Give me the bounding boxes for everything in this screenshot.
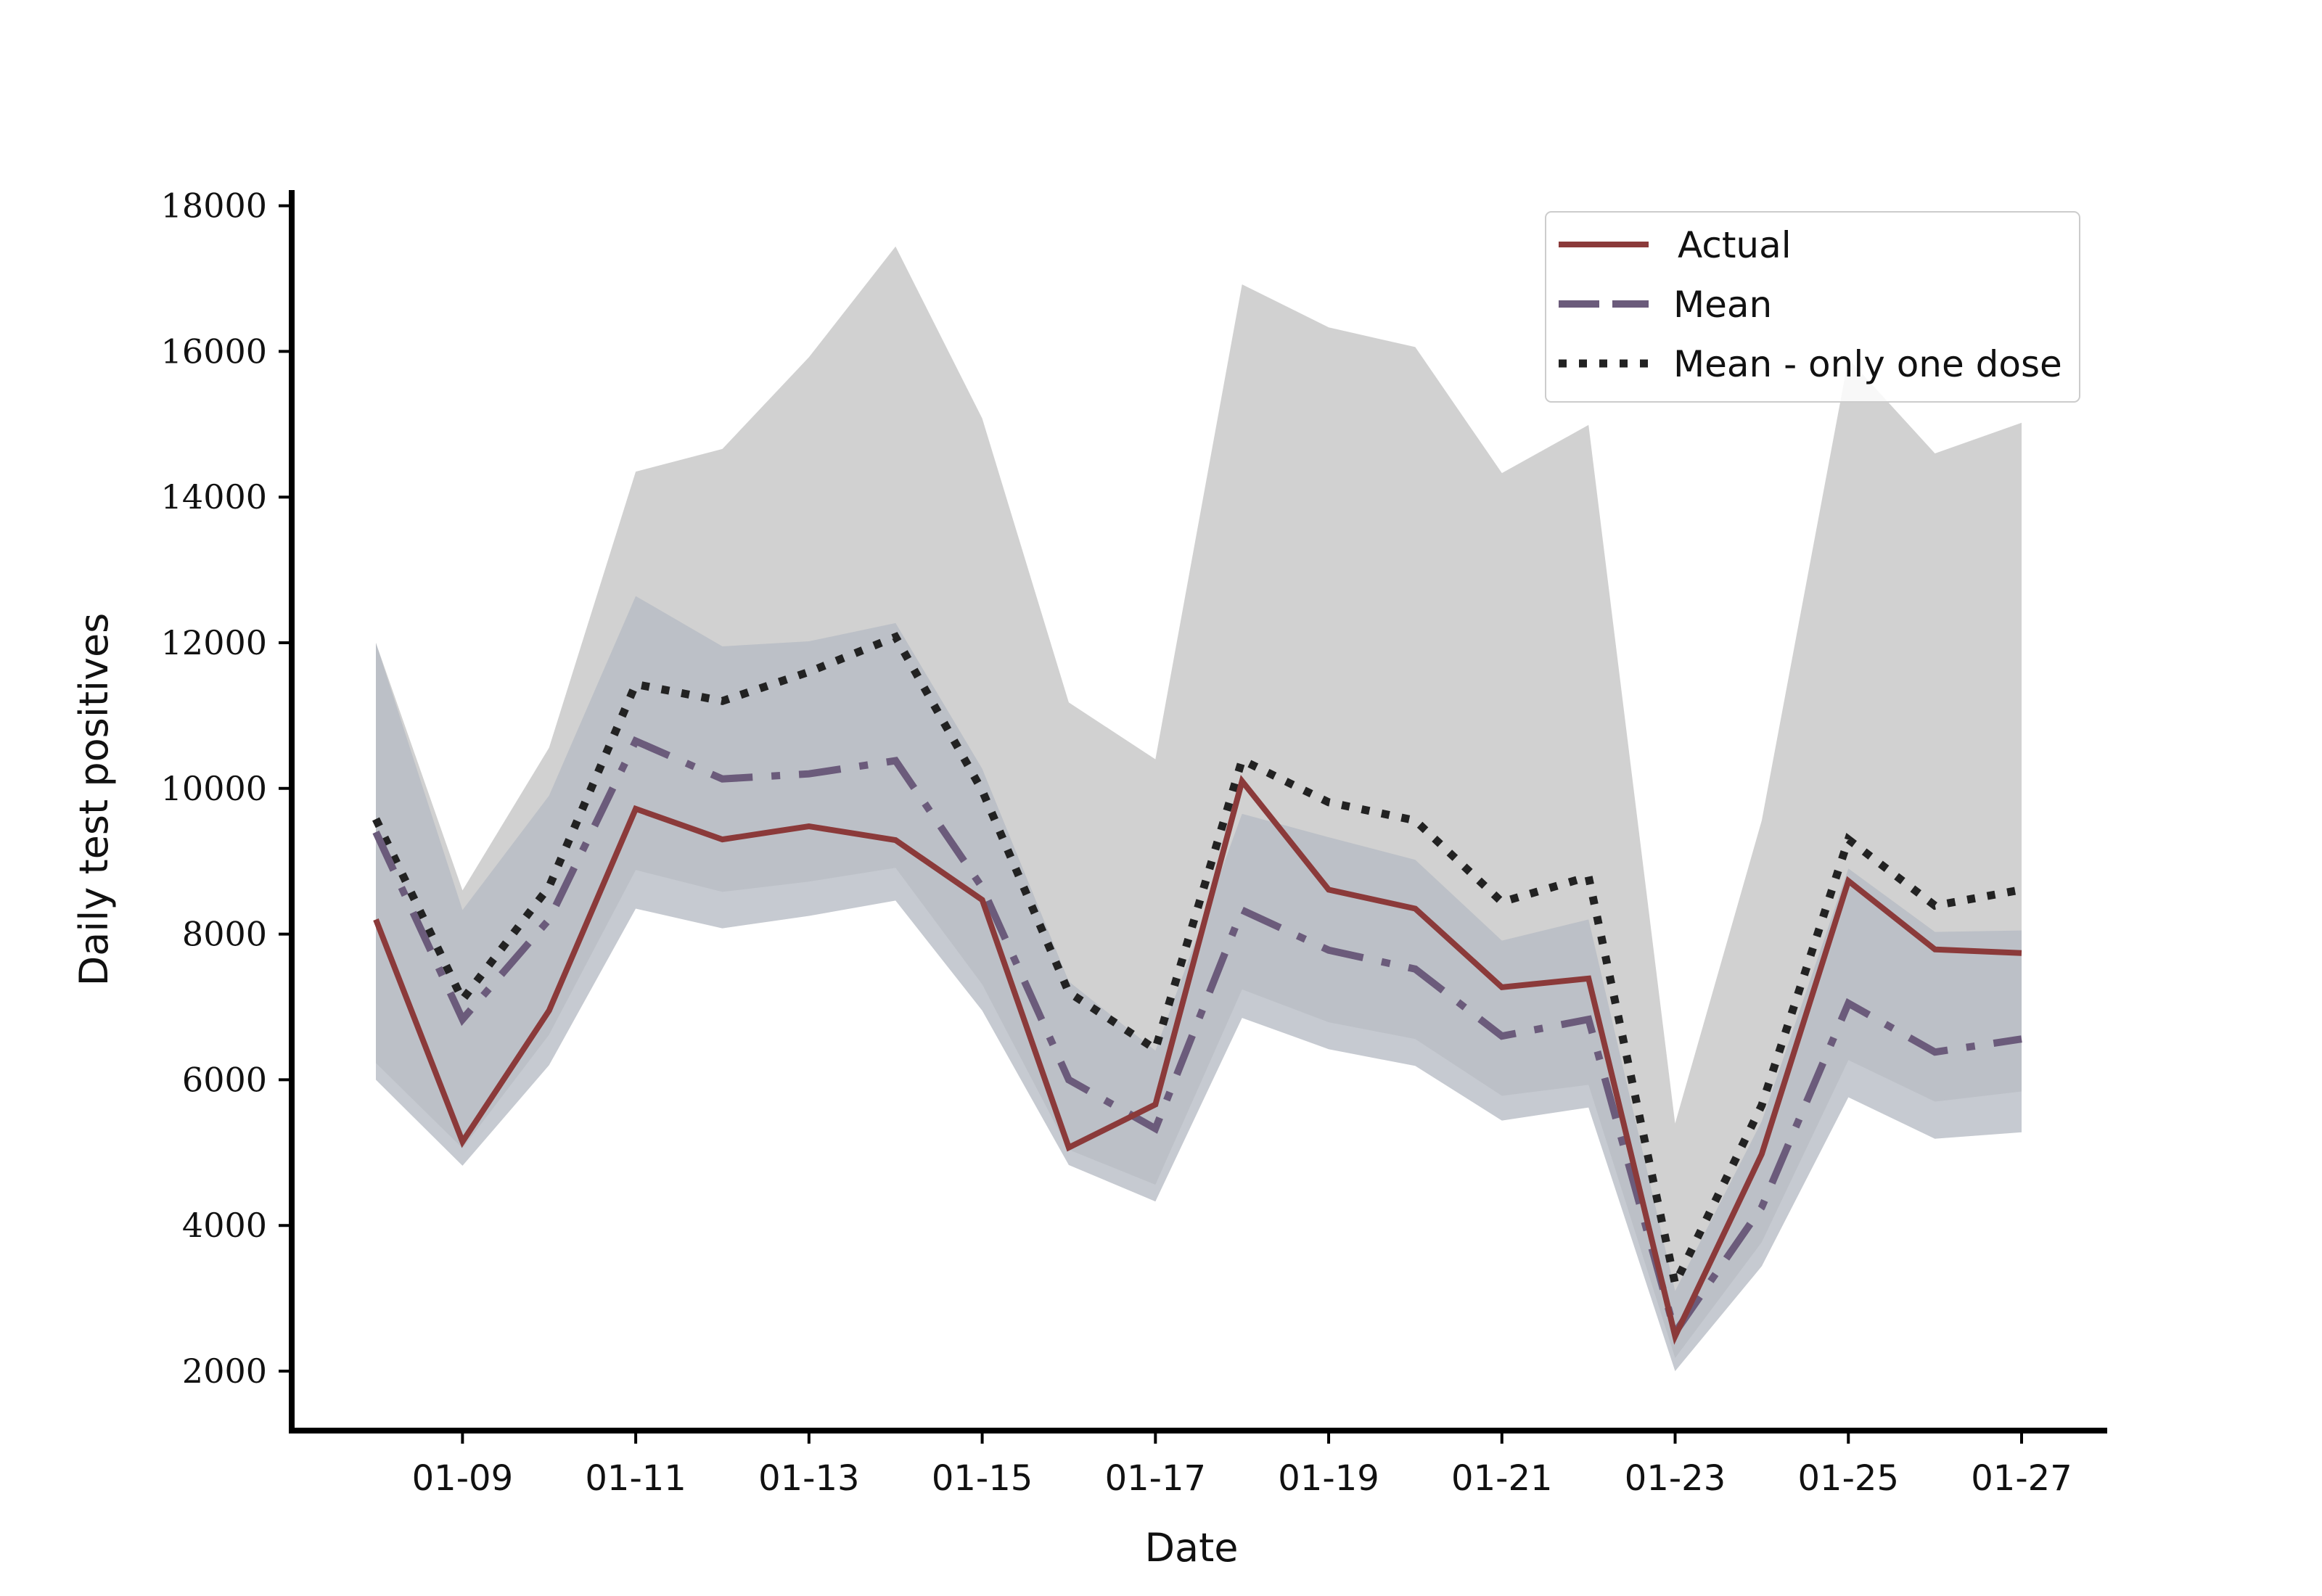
y-tick-label: 4000 xyxy=(182,1206,267,1245)
y-tick-label: 8000 xyxy=(182,915,267,954)
x-tick-label: 01-17 xyxy=(1105,1458,1206,1499)
y-tick-label: 6000 xyxy=(182,1060,267,1099)
x-tick-label: 01-25 xyxy=(1798,1458,1899,1499)
x-tick-label: 01-21 xyxy=(1451,1458,1552,1499)
lines-layer xyxy=(372,632,2022,1345)
x-tick-label: 01-23 xyxy=(1625,1458,1726,1499)
x-tick-label: 01-09 xyxy=(412,1458,513,1499)
x-axis-label: Date xyxy=(1144,1525,1238,1571)
x-tick-label: 01-15 xyxy=(932,1458,1033,1499)
x-tick-label: 01-19 xyxy=(1278,1458,1379,1499)
y-tick-label: 12000 xyxy=(161,623,267,662)
y-tick-label: 14000 xyxy=(161,477,267,517)
x-tick-label: 01-13 xyxy=(758,1458,859,1499)
series-line-actual xyxy=(373,775,2022,1345)
x-tick-label: 01-11 xyxy=(585,1458,686,1499)
series-line-mean-one-dose xyxy=(372,632,2022,1296)
axes-layer xyxy=(289,190,2107,1433)
legend-label-mean: Mean xyxy=(1673,284,1772,326)
legend-frame xyxy=(1545,211,2080,403)
ticks-layer: 2000 4000 6000 8000 10000 12000 14000 16000 1800… xyxy=(161,186,2072,1499)
legend: Actual Mean Mean - only one dose xyxy=(1545,211,2080,403)
uncertainty-band-2 xyxy=(376,596,2022,1358)
y-axis-label: Daily test positives xyxy=(71,613,117,987)
legend-label-actual: Actual xyxy=(1678,224,1792,266)
x-tick-label: 01-27 xyxy=(1971,1458,2072,1499)
bands-layer xyxy=(376,246,2022,1372)
legend-label-mean-one-dose: Mean - only one dose xyxy=(1673,343,2062,385)
y-tick-label: 2000 xyxy=(182,1352,267,1391)
uncertainty-band-1 xyxy=(376,596,2022,1372)
y-tick-label: 10000 xyxy=(161,769,267,808)
y-tick-label: 16000 xyxy=(161,332,267,371)
y-tick-label: 18000 xyxy=(161,186,267,226)
series-line-mean xyxy=(372,736,2022,1341)
